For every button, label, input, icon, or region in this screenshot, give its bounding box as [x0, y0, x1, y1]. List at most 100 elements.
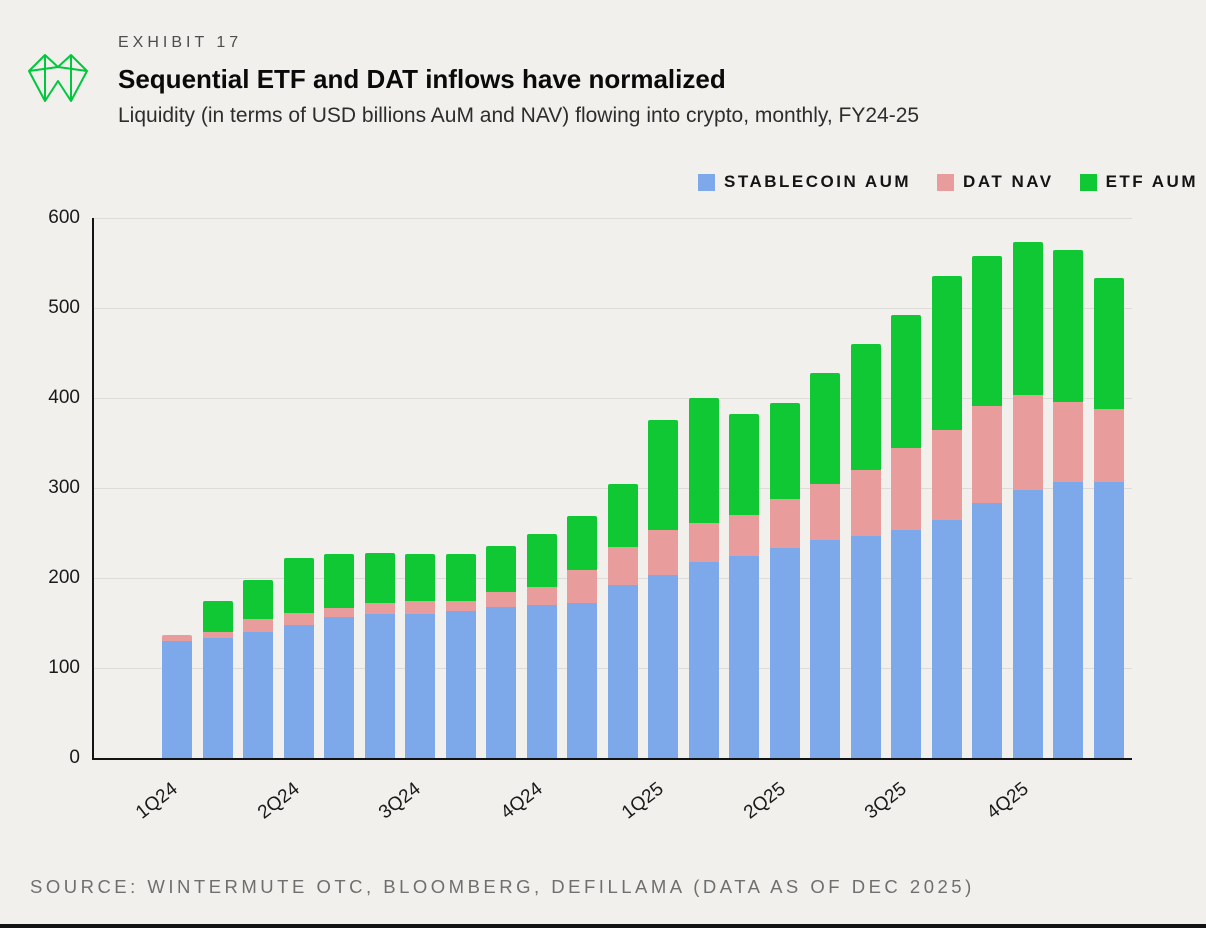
bar-segment-dat-nav — [891, 448, 922, 531]
bar-segment-dat-nav — [931, 429, 962, 520]
legend-item-stablecoin: STABLECOIN AUM — [698, 172, 911, 192]
bar-group — [810, 372, 841, 758]
bar-segment-stablecoin-aum — [324, 616, 355, 758]
bar-group — [324, 553, 355, 758]
bar-segment-stablecoin-aum — [769, 548, 800, 758]
bar-segment-dat-nav — [648, 530, 679, 576]
x-tick-label: 2Q25 — [739, 778, 790, 824]
bar-group — [445, 553, 476, 758]
legend-label: STABLECOIN AUM — [724, 172, 912, 191]
bar-segment-etf-aum — [688, 398, 719, 524]
x-tick-label: 3Q25 — [860, 778, 911, 824]
bar-segment-stablecoin-aum — [891, 530, 922, 758]
bar-segment-dat-nav — [607, 546, 638, 586]
bar-segment-etf-aum — [850, 344, 881, 471]
bar-group — [567, 515, 598, 758]
bar-segment-stablecoin-aum — [283, 624, 314, 758]
gridline — [94, 398, 1132, 399]
bar-segment-dat-nav — [486, 591, 517, 607]
bar-segment-stablecoin-aum — [850, 535, 881, 758]
bar-segment-dat-nav — [162, 634, 192, 641]
bar-group — [486, 545, 517, 758]
legend-label: ETF AUM — [1105, 172, 1198, 191]
bar-group — [364, 552, 395, 758]
x-tick-label: 4Q24 — [496, 778, 547, 824]
etf-aum-swatch-icon — [1079, 173, 1097, 191]
y-tick-label: 500 — [48, 297, 80, 318]
bar-segment-etf-aum — [607, 483, 638, 547]
bar-group — [243, 579, 274, 758]
bar-segment-dat-nav — [688, 523, 719, 562]
bar-segment-stablecoin-aum — [648, 575, 679, 758]
bar-segment-dat-nav — [1012, 395, 1043, 490]
chart: 0 100 200 300 400 500 600 1Q24 2Q24 3Q24 4Q24 1Q25 2… — [30, 207, 1180, 830]
bar-segment-dat-nav — [405, 600, 436, 614]
bar-segment-stablecoin-aum — [567, 603, 598, 758]
bar-segment-stablecoin-aum — [688, 561, 719, 758]
bar-segment-dat-nav — [243, 618, 274, 632]
bar-segment-stablecoin-aum — [445, 611, 476, 758]
bar-segment-stablecoin-aum — [243, 632, 274, 758]
bar-segment-stablecoin-aum — [1012, 489, 1043, 758]
bar-group — [1012, 242, 1043, 758]
bar-segment-stablecoin-aum — [931, 519, 962, 758]
bar-segment-dat-nav — [567, 569, 598, 604]
bar-group — [850, 344, 881, 758]
bar-group — [1093, 278, 1124, 758]
y-tick-label: 100 — [48, 657, 80, 678]
y-tick-label: 300 — [48, 477, 80, 498]
x-tick-label: 4Q25 — [982, 778, 1033, 824]
wintermute-logo — [26, 50, 90, 111]
bar-segment-stablecoin-aum — [526, 605, 557, 758]
x-tick-label: 2Q24 — [253, 778, 304, 824]
bar-segment-etf-aum — [283, 558, 314, 614]
bar-group — [972, 255, 1003, 758]
bar-segment-etf-aum — [526, 533, 557, 587]
chart-legend: STABLECOIN AUM DAT NAV ETF AUM — [698, 172, 1198, 192]
bar-segment-etf-aum — [364, 552, 395, 604]
bar-group — [1053, 250, 1084, 758]
bar-group — [526, 533, 557, 758]
bar-segment-stablecoin-aum — [729, 555, 760, 758]
legend-item-dat-nav: DAT NAV — [937, 172, 1054, 192]
bar-segment-stablecoin-aum — [162, 641, 192, 758]
bar-segment-dat-nav — [445, 600, 476, 612]
bar-segment-dat-nav — [526, 587, 557, 605]
bar-group — [405, 553, 436, 758]
bar-segment-etf-aum — [931, 275, 962, 430]
y-tick-label: 0 — [69, 747, 80, 768]
bar-group — [931, 275, 962, 758]
bar-segment-etf-aum — [648, 419, 679, 531]
page-subtitle: Liquidity (in terms of USD billions AuM … — [118, 104, 920, 127]
bar-segment-etf-aum — [769, 402, 800, 499]
bar-segment-etf-aum — [405, 553, 436, 601]
source-note: SOURCE: WINTERMUTE OTC, BLOOMBERG, DEFIL… — [30, 876, 975, 897]
bar-segment-dat-nav — [1093, 408, 1124, 482]
legend-label: DAT NAV — [963, 172, 1054, 191]
dat-nav-swatch-icon — [937, 173, 955, 191]
bar-segment-etf-aum — [729, 414, 760, 515]
bar-group — [283, 558, 314, 758]
bar-group — [891, 315, 922, 758]
bar-segment-etf-aum — [243, 579, 274, 619]
bar-group — [648, 419, 679, 758]
bar-group — [769, 402, 800, 758]
stablecoin-swatch-icon — [698, 173, 715, 191]
bar-group — [729, 414, 760, 758]
bar-segment-dat-nav — [850, 470, 881, 536]
logo-icon — [28, 54, 88, 102]
bar-segment-stablecoin-aum — [202, 638, 233, 758]
x-tick-label: 1Q25 — [617, 778, 668, 824]
bar-segment-etf-aum — [1093, 278, 1124, 409]
bar-segment-stablecoin-aum — [607, 585, 638, 758]
x-tick-label: 1Q24 — [131, 778, 182, 824]
bar-segment-etf-aum — [445, 553, 476, 601]
bar-segment-stablecoin-aum — [486, 606, 517, 758]
bottom-border — [0, 924, 1206, 928]
bar-segment-etf-aum — [486, 545, 517, 592]
bar-group — [607, 483, 638, 758]
bar-segment-dat-nav — [364, 603, 395, 614]
y-tick-label: 600 — [48, 207, 80, 228]
bar-segment-stablecoin-aum — [364, 614, 395, 758]
x-tick-label: 3Q24 — [374, 778, 425, 824]
